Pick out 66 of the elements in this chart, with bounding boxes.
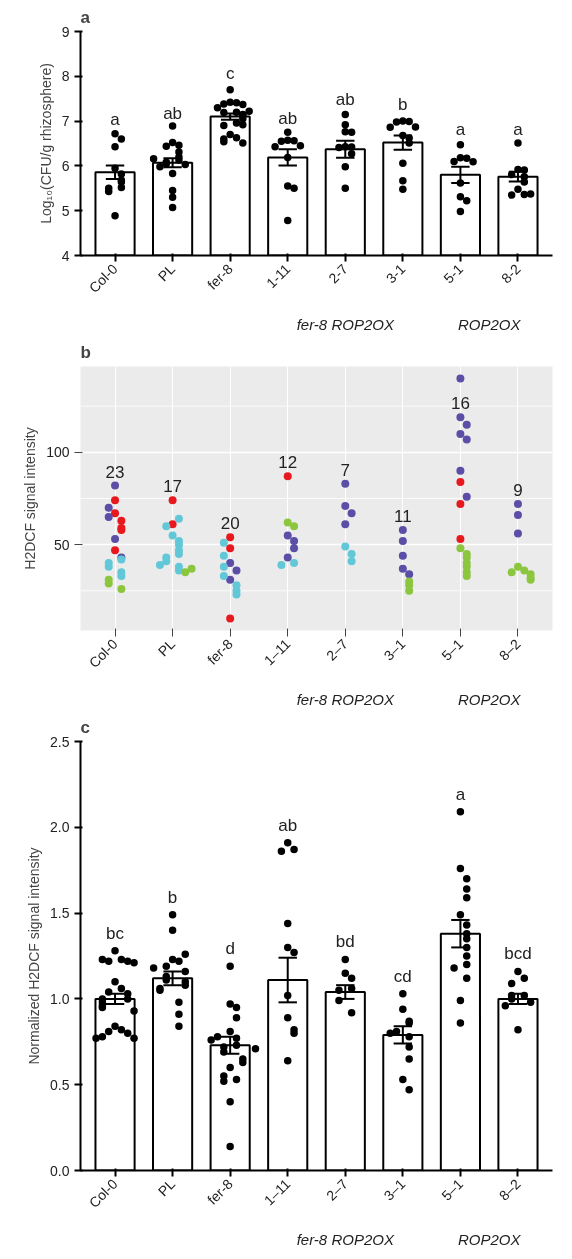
annotation: b [398,95,408,115]
text: fer-8 ROP2OX [296,315,395,333]
y-tick-label: 0.5 [50,1076,70,1093]
x-tick-label: 5–1 [438,635,467,664]
annotation: ab [163,103,183,123]
annotation: bc [106,923,125,943]
x-tick-label: PL [154,1175,179,1200]
annotation: cd [393,966,412,986]
y-axis-title: Log₁₀(CFU/g rhizosphere) [37,63,54,224]
annotation: a [110,110,121,130]
y-tick-label: 6 [61,157,70,174]
annotation: a [455,120,466,140]
annotation: a [455,784,466,804]
chart-title: b [80,342,91,362]
x-tick-label: 1-11 [262,260,294,292]
annotation: ab [335,89,355,109]
annotation: 17 [163,477,183,497]
annotation: 9 [513,481,523,501]
x-tick-label: 2–7 [323,635,352,664]
annotation: a [513,120,524,140]
y-tick-label: 7 [61,113,70,130]
text: ROP2OX [457,315,522,333]
x-tick-label: 5-1 [440,260,467,287]
y-tick-label: 5 [61,202,70,219]
annotation: bd [335,932,355,952]
annotation: d [225,939,235,959]
annotation: c [225,64,235,84]
annotation: 11 [394,506,412,526]
text: ROP2OX [457,690,522,708]
chart-title: c [80,717,90,737]
y-axis-title: Normalized H2DCF signal intensity [26,847,43,1065]
y-tick-label: 9 [61,23,70,40]
annotation: 23 [105,462,125,482]
y-tick-label: 4 [61,247,70,264]
x-tick-label: 8–2 [495,635,524,664]
chart-title: a [80,7,91,27]
x-tick-label: 3–1 [380,635,409,664]
y-tick-label: 0.0 [50,1162,70,1179]
text: ROP2OX [457,1230,522,1248]
text: fer-8 ROP2OX [296,690,395,708]
text: fer-8 ROP2OX [296,1230,395,1248]
annotation: 7 [340,460,351,480]
y-tick-label: 2.5 [50,733,70,750]
annotation: b [167,887,178,907]
y-tick-label: 1.0 [50,990,70,1007]
y-tick-label: 8 [61,68,70,85]
annotation: 20 [220,514,240,534]
x-tick-label: 8-2 [498,260,524,287]
x-tick-label: 2-7 [325,260,352,287]
x-tick-label: 3–1 [380,1175,409,1204]
y-tick-label: 2.0 [50,819,70,836]
x-tick-label: PL [154,635,179,660]
annotation: ab [278,815,298,835]
annotation: 12 [278,453,298,473]
x-tick-label: PL [154,260,179,285]
y-axis-title: H2DCF signal intensity [22,427,39,570]
x-tick-label: 8–2 [495,1175,524,1204]
x-tick-label: 5–1 [438,1175,467,1204]
y-tick-label: 100 [46,444,70,461]
x-tick-label: 2–7 [323,1175,352,1204]
annotation: bcd [504,944,532,964]
y-tick-label: 1.5 [50,905,70,922]
annotation: ab [278,108,298,128]
annotation: 16 [450,394,470,414]
y-tick-label: 50 [53,536,70,553]
x-tick-label: 3-1 [382,260,409,287]
